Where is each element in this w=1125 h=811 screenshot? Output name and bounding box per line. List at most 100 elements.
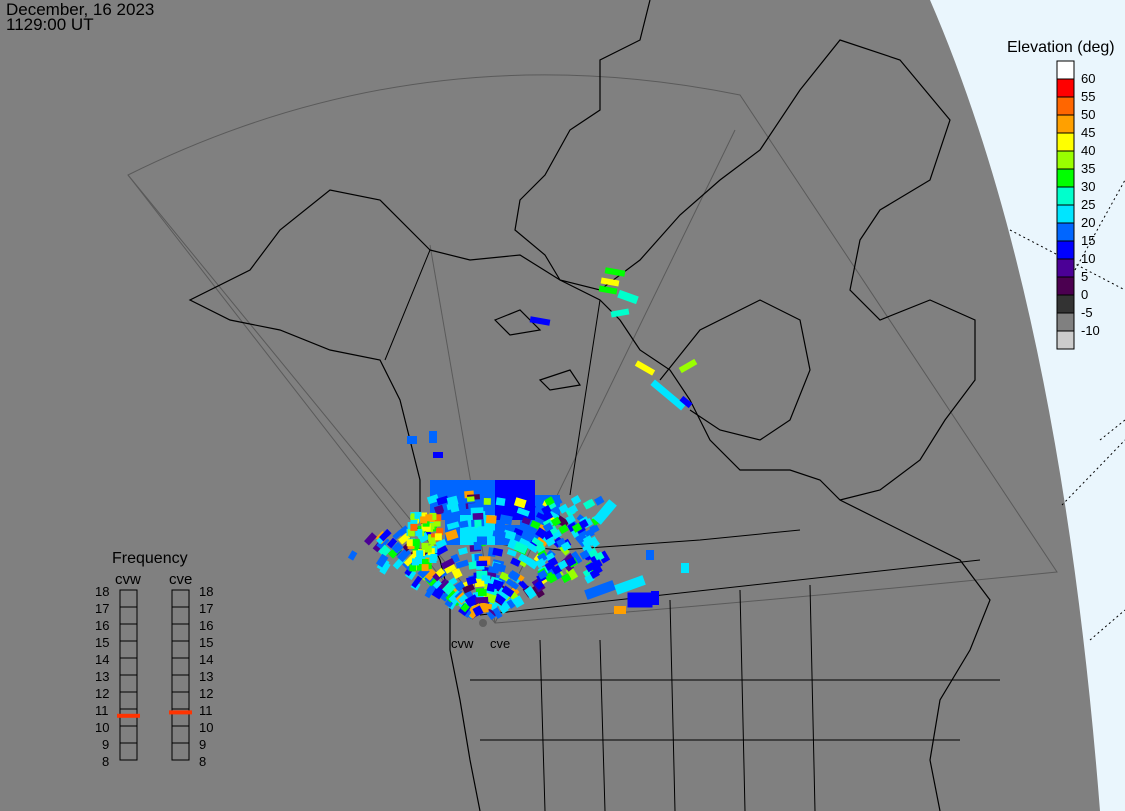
frequency-title: Frequency <box>112 550 188 567</box>
elevation-colorbar <box>1056 60 1075 350</box>
scatter-cell <box>397 547 412 563</box>
night-horizon <box>930 0 1125 811</box>
scatter-cell <box>435 538 447 549</box>
colorbar-swatch <box>1056 60 1075 80</box>
scatter-cell <box>411 558 419 566</box>
scatter-cell <box>486 583 496 593</box>
scatter-cell <box>627 592 653 608</box>
scatter-cell <box>542 522 554 533</box>
scatter-cell <box>492 607 503 619</box>
cvw-label: cvw <box>115 571 141 588</box>
scatter-cell <box>535 558 546 569</box>
scatter-cell <box>476 536 488 545</box>
colorbar-label: 45 <box>1081 125 1096 140</box>
scatter-cell <box>435 567 446 578</box>
scatter-cell <box>610 308 630 318</box>
colorbar-swatch <box>1056 186 1075 206</box>
scatter-cell <box>465 575 477 586</box>
scatter-cell <box>522 525 534 536</box>
scatter-cell <box>567 504 579 515</box>
scatter-cell <box>614 575 646 595</box>
scatter-cell <box>593 499 617 525</box>
colorbar-label: 40 <box>1081 143 1096 158</box>
scatter-cell <box>513 497 527 509</box>
scatter-cell <box>407 529 415 537</box>
scatter-cell <box>651 591 659 605</box>
site-label-cve: cve <box>490 636 511 651</box>
colorbar-label: 50 <box>1081 107 1096 122</box>
colorbar-label: 0 <box>1081 287 1089 302</box>
graticule <box>1009 179 1125 641</box>
site-label-cvw: cvw <box>451 636 474 651</box>
scatter-cell <box>421 564 429 572</box>
scatter-cell <box>681 563 689 573</box>
frequency-tick: 16 <box>95 618 110 633</box>
frequency-tick: 17 <box>199 601 214 616</box>
scatter-cell <box>431 533 439 541</box>
frequency-tick: 10 <box>199 720 214 735</box>
scatter-cell <box>524 585 537 600</box>
scatter-cell <box>412 545 420 553</box>
scatter-cell <box>534 580 545 590</box>
scatter-cell <box>508 569 521 582</box>
scatter-cell <box>526 557 539 570</box>
scatter-cell <box>462 583 475 594</box>
scatter-cell <box>513 527 524 537</box>
colorbar-swatch <box>1056 96 1075 116</box>
scatter-cell <box>427 522 435 530</box>
frequency-tick: 8 <box>102 754 110 769</box>
scatter-cell <box>454 580 466 592</box>
scatter-cell <box>571 522 583 533</box>
scatter-cell <box>347 550 358 561</box>
scatter-cell <box>375 553 389 568</box>
frequency-tick: 18 <box>199 584 214 599</box>
frequency-tick: 14 <box>95 652 110 667</box>
scatter-cell <box>432 579 442 589</box>
scatter-cell <box>529 316 551 326</box>
scatter-cell <box>485 514 497 524</box>
scatter-cell <box>457 594 468 604</box>
cve-label: cve <box>169 571 193 588</box>
scatter-cell <box>446 521 460 530</box>
scatter-cell <box>391 541 404 554</box>
frequency-tick: 13 <box>199 669 214 684</box>
frequency-tick: 14 <box>199 652 214 667</box>
colorbar-label: -5 <box>1081 305 1093 320</box>
scatter-cell <box>650 379 686 411</box>
scatter-cell <box>410 519 418 527</box>
colorbar-swatch <box>1056 330 1075 350</box>
scatter-cell <box>579 549 590 560</box>
scatter-cell <box>434 514 442 522</box>
scatter-cell <box>472 605 484 617</box>
colorbar-label: -10 <box>1081 323 1100 338</box>
colorbar-label: 20 <box>1081 215 1096 230</box>
scatter-cell <box>421 523 429 531</box>
frequency-bars <box>117 589 192 761</box>
scatter-cell <box>426 494 440 505</box>
colorbar-swatch <box>1056 276 1075 296</box>
frequency-tick: 10 <box>95 720 110 735</box>
scatter-cell <box>460 602 470 613</box>
scatter-cell <box>544 560 555 571</box>
scatter-cell <box>558 503 569 514</box>
scatter-cell <box>410 523 418 531</box>
frequency-tick: 12 <box>95 686 110 701</box>
scatter-cell <box>433 519 441 527</box>
scatter-cell <box>425 557 433 565</box>
scatter-cell <box>459 520 469 529</box>
scatter-cell <box>440 557 455 570</box>
colorbar-swatch <box>1056 114 1075 134</box>
scatter-cell <box>364 532 377 546</box>
scatter-cell <box>406 539 414 547</box>
frequency-tick: 15 <box>199 635 214 650</box>
scatter-cell <box>547 573 558 584</box>
frequency-tick: 16 <box>199 618 214 633</box>
radar-site-dot <box>479 619 487 627</box>
scatter-cell <box>409 564 417 572</box>
scatter-cell <box>505 578 520 590</box>
scatter-cell <box>472 512 484 520</box>
frequency-marker <box>169 710 192 715</box>
scatter-cell <box>411 575 423 589</box>
